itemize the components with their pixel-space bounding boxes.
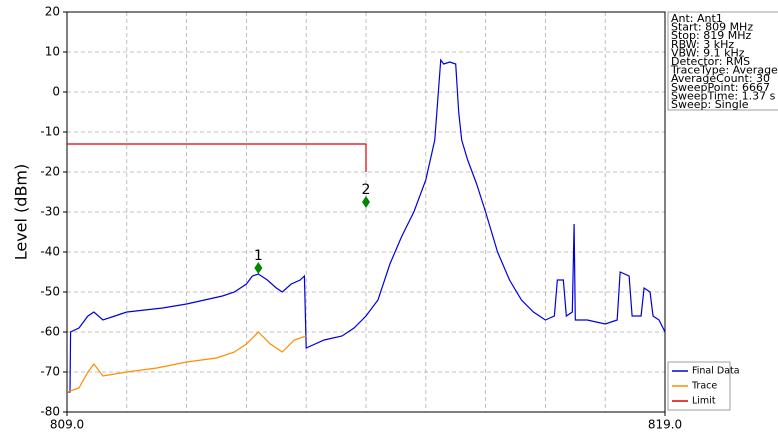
y-tick-label: -80: [40, 405, 60, 419]
marker: [254, 262, 263, 274]
legend-label: Limit: [692, 396, 716, 407]
y-tick-label: -50: [40, 285, 60, 299]
y-tick-label: -60: [40, 325, 60, 339]
marker-label: 1: [254, 248, 263, 264]
y-tick-label: 10: [45, 45, 60, 59]
y-tick-label: -30: [40, 205, 60, 219]
info-line: AverageCount: 30: [671, 72, 770, 85]
legend-label: Final Data: [692, 366, 740, 377]
info-line: VBW: 9.1 kHz: [671, 46, 745, 59]
info-line: Ant: Ant1: [671, 12, 723, 25]
info-line: Start: 809 MHz: [671, 21, 753, 34]
y-tick-label: -40: [40, 245, 60, 259]
x-tick-label: 809.0: [50, 418, 84, 432]
y-tick-label: 0: [52, 85, 60, 99]
info-line: TraceType: Average: [670, 64, 778, 77]
info-line: SweepPoint: 6667: [671, 81, 770, 94]
y-tick-label: -10: [40, 125, 60, 139]
info-line: Detector: RMS: [671, 55, 750, 68]
x-tick-label: 819.0: [648, 418, 682, 432]
info-line: Sweep: Single: [671, 98, 749, 111]
plot-area: [67, 58, 665, 393]
y-tick-label: 20: [45, 5, 60, 19]
series-line: [67, 58, 665, 393]
plot-frame: [66, 11, 666, 413]
info-line: RBW: 3 kHz: [671, 38, 734, 51]
y-axis-label: Level (dBm): [12, 164, 31, 261]
y-tick-label: -20: [40, 165, 60, 179]
info-box: [667, 11, 778, 111]
marker-label: 2: [362, 182, 371, 198]
y-tick-label: -70: [40, 365, 60, 379]
marker: [362, 196, 370, 208]
series-line: [67, 331, 307, 393]
series-line: [67, 143, 367, 172]
info-line: SweepTime: 1.37 s: [671, 89, 776, 102]
info-line: Stop: 819 MHz: [671, 29, 751, 42]
legend-label: Trace: [691, 381, 717, 392]
